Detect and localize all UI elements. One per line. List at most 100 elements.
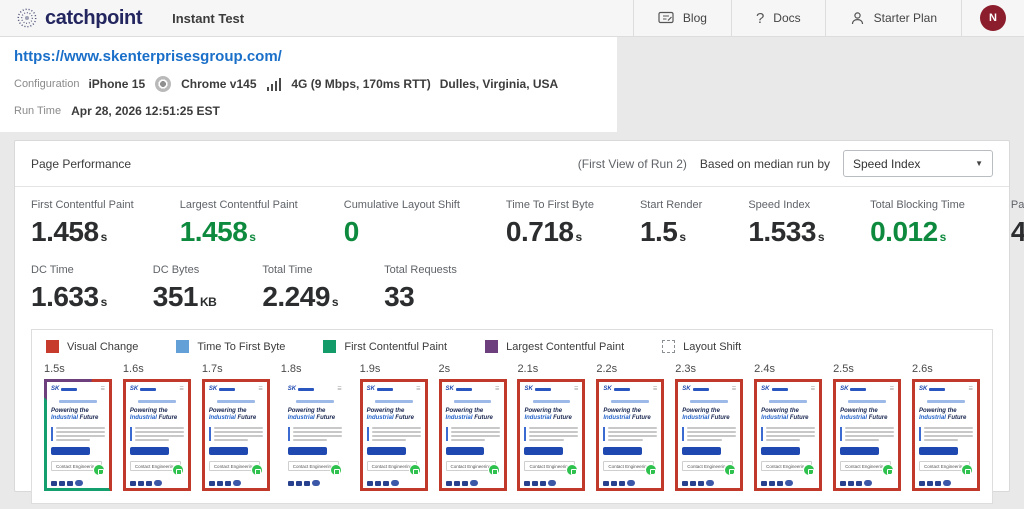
thumbnail-page: SK ☰ Powering the Industrial Future Cont…: [914, 382, 977, 488]
metric-tbt: Total Blocking Time 0.012 s: [870, 199, 965, 248]
filmstrip-frame[interactable]: 2.3s SK ☰ Powering the Industrial Future…: [675, 363, 744, 491]
metric-label: Total Time: [262, 264, 313, 276]
filmstrip-frame[interactable]: 2.4s SK ☰ Powering the Industrial Future…: [754, 363, 823, 491]
filmstrip-frame[interactable]: 1.5s SK ☰ Powering the Industrial Future…: [44, 363, 112, 491]
question-icon: ?: [755, 9, 765, 27]
legend-swatch: [46, 340, 59, 353]
metric-dc-bytes: DC Bytes 351 KB: [153, 264, 217, 313]
thumbnail-page: SK ☰ Powering the Industrial Future Cont…: [520, 382, 583, 488]
brand-wordmark: catchpoint: [45, 6, 143, 29]
location-value: Dulles, Virginia, USA: [439, 77, 559, 91]
legend-lcp[interactable]: Largest Contentful Paint: [485, 340, 624, 353]
legend-ttfb[interactable]: Time To First Byte: [176, 340, 285, 353]
legend-label: First Contentful Paint: [344, 340, 448, 353]
filmstrip-frame[interactable]: 1.6s SK ☰ Powering the Industrial Future…: [122, 363, 191, 491]
filmstrip-frame[interactable]: 1.8s SK ☰ Powering the Industrial Future…: [280, 363, 349, 491]
legend-label: Layout Shift: [683, 340, 742, 353]
metric-value: 33: [384, 281, 415, 312]
thumb-paragraph: [51, 426, 105, 441]
sk-logo-text: [61, 387, 78, 391]
thumb-heading: Powering the Industrial Future: [761, 407, 809, 421]
thumb-paragraph: [524, 426, 579, 441]
dropdown-selected-value: Speed Index: [853, 156, 921, 171]
thumb-heading: Powering the Industrial Future: [682, 407, 730, 421]
filmstrip-frame[interactable]: 2.5s SK ☰ Powering the Industrial Future…: [833, 363, 902, 491]
filmstrip-frame[interactable]: 1.7s SK ☰ Powering the Industrial Future…: [201, 363, 270, 491]
chat-bubble-icon: [487, 464, 500, 476]
metric-label: Total Requests: [384, 264, 457, 276]
thumb-logos-row: [682, 480, 715, 486]
thumbnail-page: SK ☰ Powering the Industrial Future Cont…: [125, 382, 188, 488]
sk-logo: SK: [918, 386, 928, 392]
filmstrip-frame[interactable]: 2.2s SK ☰ Powering the Industrial Future…: [596, 363, 665, 491]
thumb-paragraph: [208, 426, 263, 441]
avatar-cell: N: [961, 0, 1024, 36]
sk-logo-text: [455, 387, 472, 391]
legend-visual-change[interactable]: Visual Change: [46, 340, 138, 353]
sk-logo: SK: [840, 386, 849, 392]
metric-total-requests: Total Requests 33: [384, 264, 457, 313]
sk-logo-text: [219, 387, 236, 391]
frame-thumbnail: SK ☰ Powering the Industrial Future Cont…: [911, 379, 980, 491]
metric-page-weight: Page Weight 487KB: [1011, 199, 1024, 248]
device-value: iPhone 15: [88, 77, 146, 91]
filmstrip-frame[interactable]: 2.6s SK ☰ Powering the Industrial Future…: [911, 363, 980, 491]
filmstrip-frame[interactable]: 2s SK ☰ Powering the Industrial Future C…: [438, 363, 507, 491]
phone-link-bar: [453, 400, 492, 403]
frame-timestamp: 2.4s: [754, 363, 775, 375]
chevron-down-icon: ▼: [975, 159, 983, 168]
metric-value: 1.5 s: [639, 216, 686, 247]
menu-icon: ☰: [495, 385, 500, 392]
thumb-logos-row: [918, 480, 951, 486]
thumb-cta-button: [366, 446, 406, 455]
thumb-paragraph: [918, 426, 973, 441]
sk-logo-text: [929, 387, 946, 391]
legend-layout-shift[interactable]: Layout Shift: [662, 340, 741, 353]
metric-value: 1.533 s: [748, 216, 825, 247]
chat-bubble-icon: [724, 464, 737, 476]
filmstrip-frame[interactable]: 2.1s SK ☰ Powering the Industrial Future…: [517, 363, 586, 491]
sk-logo: SK: [129, 386, 139, 392]
metric-fcp: First Contentful Paint 1.458 s: [31, 199, 134, 248]
legend-swatch: [662, 340, 676, 353]
legend-label: Largest Contentful Paint: [506, 340, 625, 353]
filmstrip-box: Visual Change Time To First Byte First C…: [31, 329, 993, 504]
catchpoint-logo[interactable]: catchpoint: [0, 0, 158, 36]
thumb-cta-button: [682, 446, 722, 455]
metric-value: 2.249 s: [262, 281, 339, 312]
metric-value: 0.718 s: [505, 216, 582, 247]
run-time-value: Apr 28, 2026 12:51:25 EST: [71, 104, 220, 118]
legend-swatch: [323, 340, 337, 353]
thumb-cta-button: [129, 446, 169, 455]
metric-label: Cumulative Layout Shift: [343, 199, 460, 211]
tested-url-link[interactable]: https://www.skenterprisesgroup.com/: [14, 48, 282, 65]
frame-thumbnail: SK ☰ Powering the Industrial Future Cont…: [122, 379, 191, 491]
thumb-cta-button: [445, 446, 485, 455]
phone-link-bar: [848, 400, 886, 403]
globe-icon: [17, 8, 37, 28]
chat-bubble-icon: [171, 464, 184, 476]
sk-logo: SK: [445, 386, 454, 392]
thumbnail-page: SK ☰ Powering the Industrial Future Cont…: [283, 382, 346, 488]
thumb-paragraph: [129, 426, 184, 441]
thumb-cta-button: [840, 446, 879, 455]
thumb-cta-button: [603, 446, 643, 455]
frame-timestamp: 2.3s: [675, 363, 697, 375]
avatar[interactable]: N: [980, 5, 1006, 31]
legend-fcp[interactable]: First Contentful Paint: [323, 340, 447, 353]
median-metric-dropdown[interactable]: Speed Index ▼: [843, 150, 993, 177]
thumb-logos-row: [51, 480, 83, 486]
frame-thumbnail: SK ☰ Powering the Industrial Future Cont…: [517, 379, 586, 491]
metric-value: 0.012 s: [870, 216, 946, 247]
filmstrip-frame[interactable]: 1.9s SK ☰ Powering the Industrial Future…: [359, 363, 428, 491]
thumb-heading: Powering the Industrial Future: [524, 407, 572, 421]
sk-logo-text: [140, 387, 157, 391]
menu-icon: ☰: [258, 385, 263, 392]
frame-timestamp: 1.6s: [122, 363, 144, 375]
nav-docs[interactable]: ? Docs: [730, 0, 825, 36]
thumb-heading: Powering the Industrial Future: [366, 407, 414, 421]
menu-icon: ☰: [968, 385, 973, 392]
nav-starter-plan[interactable]: Starter Plan: [824, 0, 961, 36]
chat-bubble-icon: [803, 464, 816, 476]
nav-blog[interactable]: Blog: [632, 0, 731, 36]
